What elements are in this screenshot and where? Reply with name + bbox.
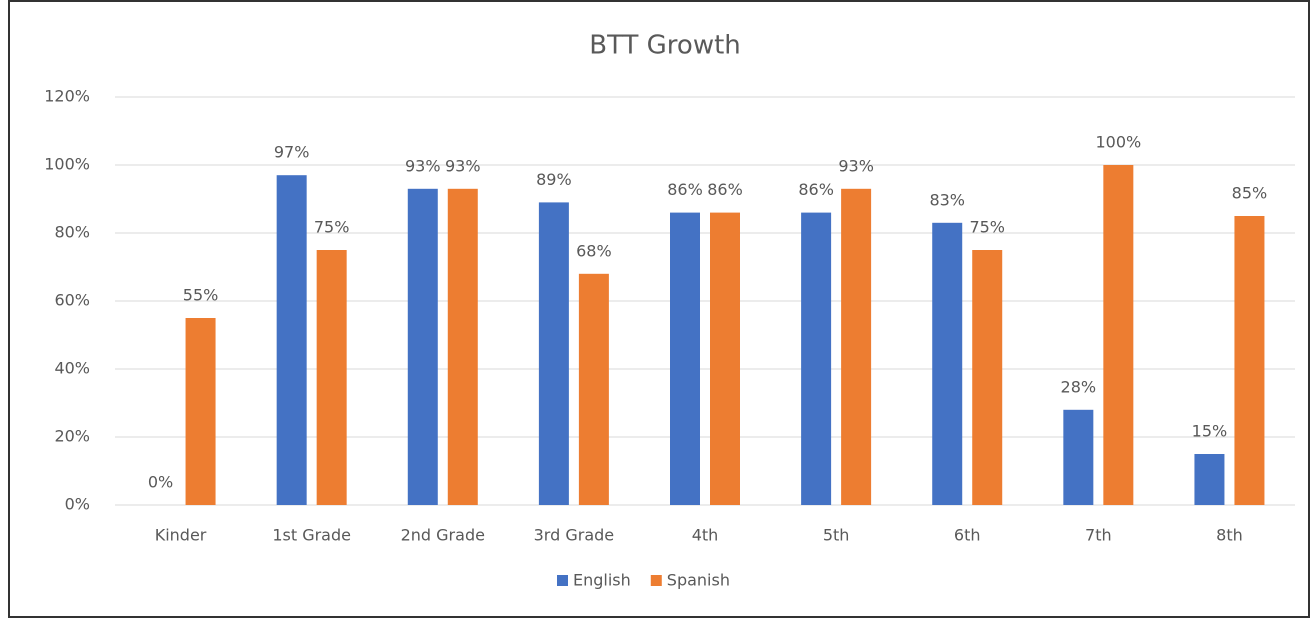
- y-tick-label: 120%: [44, 87, 90, 106]
- data-label: 97%: [274, 143, 310, 162]
- y-tick-label: 20%: [54, 427, 90, 446]
- bar: [276, 175, 307, 505]
- x-tick-label: 4th: [692, 526, 719, 545]
- bar: [316, 250, 347, 505]
- y-tick-label: 0%: [65, 495, 90, 514]
- bar: [932, 222, 963, 506]
- chart-frame: [8, 0, 1310, 618]
- bar: [1063, 409, 1094, 505]
- bar: [841, 188, 872, 506]
- data-label: 100%: [1095, 133, 1141, 152]
- data-label: 93%: [838, 156, 874, 175]
- x-tick-label: 2nd Grade: [401, 526, 485, 545]
- bar: [185, 318, 216, 505]
- data-label: 86%: [667, 180, 703, 199]
- data-label: 86%: [798, 180, 834, 199]
- legend-swatch: [650, 575, 662, 586]
- x-tick-label: 1st Grade: [272, 526, 351, 545]
- x-tick-label: 7th: [1085, 526, 1112, 545]
- data-label: 93%: [445, 156, 481, 175]
- x-tick-label: 6th: [954, 526, 981, 545]
- data-label: 93%: [405, 156, 441, 175]
- x-tick-label: Kinder: [155, 526, 207, 545]
- bar: [447, 188, 478, 506]
- y-tick-label: 100%: [44, 155, 90, 174]
- x-tick-label: 5th: [823, 526, 850, 545]
- data-label: 89%: [536, 170, 572, 189]
- bar: [1194, 454, 1225, 505]
- bar: [538, 202, 569, 505]
- x-tick-label: 8th: [1216, 526, 1243, 545]
- data-label: 85%: [1232, 184, 1268, 203]
- bar: [801, 212, 832, 505]
- bar: [972, 250, 1003, 505]
- bar: [1103, 165, 1134, 505]
- data-label: 15%: [1192, 422, 1228, 441]
- bar: [578, 273, 609, 505]
- y-tick-label: 80%: [54, 223, 90, 242]
- data-label: 0%: [148, 473, 173, 492]
- data-label: 55%: [183, 286, 219, 305]
- chart-title: BTT Growth: [589, 31, 741, 61]
- data-label: 28%: [1061, 377, 1097, 396]
- data-label: 83%: [929, 190, 965, 209]
- data-label: 68%: [576, 241, 612, 260]
- bar: [670, 212, 700, 505]
- bar: [1234, 216, 1265, 505]
- legend-swatch: [557, 575, 568, 586]
- data-label: 75%: [314, 218, 350, 237]
- bar: [407, 188, 438, 506]
- y-tick-label: 60%: [54, 291, 90, 310]
- y-tick-label: 40%: [54, 359, 90, 378]
- data-label: 86%: [707, 180, 743, 199]
- legend-label: English: [573, 571, 631, 590]
- x-tick-label: 3rd Grade: [534, 526, 615, 545]
- bar: [710, 212, 740, 505]
- legend-label: Spanish: [667, 571, 730, 590]
- data-label: 75%: [969, 218, 1005, 237]
